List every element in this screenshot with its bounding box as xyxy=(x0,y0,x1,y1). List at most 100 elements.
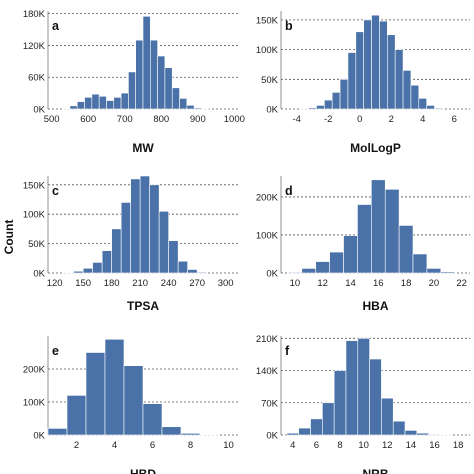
x-tick-label: 12 xyxy=(382,440,393,451)
bar xyxy=(316,105,325,110)
bar xyxy=(398,225,414,274)
y-axis-label: Count xyxy=(2,220,16,255)
panel-a: 0K 60K 120K 180K 500 600 700 800 900 1000 a MW xyxy=(23,9,245,155)
bar xyxy=(357,338,370,436)
bar xyxy=(142,403,163,436)
y-tick-label: 200K xyxy=(23,365,46,376)
bar xyxy=(98,95,107,110)
bar xyxy=(333,370,347,436)
bar xyxy=(91,93,100,110)
bar xyxy=(440,271,456,274)
x-tick-label: 10 xyxy=(223,440,234,451)
panel-e: 0K 100K 200K 2 4 6 8 10 e HBD xyxy=(23,336,238,474)
bar xyxy=(120,92,129,110)
bar xyxy=(168,240,179,274)
bar xyxy=(412,253,428,274)
y-tick-label: 150K xyxy=(23,180,46,191)
y-tick-label: 140K xyxy=(256,366,279,377)
x-tick-label: 600 xyxy=(80,114,96,125)
bar xyxy=(329,251,344,274)
bar xyxy=(196,271,207,274)
y-tick-label: 100K xyxy=(23,398,46,409)
bar xyxy=(76,101,85,110)
y-tick-label: 50K xyxy=(261,75,279,86)
bar xyxy=(120,202,131,274)
x-tick-label: -2 xyxy=(324,114,332,125)
x-tick-label: 8 xyxy=(337,440,342,451)
x-tick-label: 6 xyxy=(452,114,457,125)
x-tick-label: 2 xyxy=(74,440,79,451)
bar xyxy=(177,260,188,274)
y-tick-label: 180K xyxy=(23,9,46,20)
bar xyxy=(416,432,429,436)
bar xyxy=(322,402,335,436)
bar xyxy=(343,235,358,274)
x-tick-label: 150 xyxy=(75,278,91,289)
x-tick-label: -4 xyxy=(293,114,301,125)
x-tick-label: 180 xyxy=(104,278,120,289)
x-axis-label: MW xyxy=(132,141,154,155)
x-axis-label: MolLogP xyxy=(350,141,401,155)
y-tick-label: 0K xyxy=(266,269,278,280)
x-tick-label: 18 xyxy=(453,440,464,451)
y-tick-label: 100K xyxy=(256,45,279,56)
bar xyxy=(324,99,333,110)
x-axis-label: HBD xyxy=(130,467,156,474)
bar xyxy=(157,55,166,110)
y-tick-label: 60K xyxy=(28,73,46,84)
bar xyxy=(331,92,341,110)
x-axis-label: NRB xyxy=(363,467,389,474)
panel-label: c xyxy=(52,184,59,198)
y-tick-label: 0K xyxy=(33,105,45,116)
bar xyxy=(161,426,182,436)
bar xyxy=(104,338,125,436)
panel-f: 0K 70K 140K 210K 4 6 8 10 12 14 16 18 f NRB xyxy=(256,334,470,474)
x-tick-label: 6 xyxy=(150,440,155,451)
bar xyxy=(158,210,169,274)
x-tick-label: 700 xyxy=(117,114,133,125)
x-tick-label: 14 xyxy=(345,278,356,289)
bar xyxy=(371,14,380,110)
x-tick-label: 4 xyxy=(290,440,295,451)
bar xyxy=(308,107,317,110)
x-tick-label: 240 xyxy=(161,278,177,289)
bar xyxy=(392,420,406,436)
bar xyxy=(402,70,412,110)
x-tick-label: 12 xyxy=(317,278,328,289)
bar xyxy=(179,98,188,110)
bar xyxy=(113,97,122,110)
x-tick-label: 4 xyxy=(420,114,425,125)
bar xyxy=(387,34,396,110)
bar xyxy=(171,87,180,110)
x-tick-label: 18 xyxy=(401,278,412,289)
bar xyxy=(47,428,68,436)
bar xyxy=(410,84,420,110)
panel-d: 0K 100K 200K 10 12 14 16 18 20 22 d HBA xyxy=(256,176,470,313)
x-axis-label: HBA xyxy=(363,299,389,313)
bar xyxy=(298,427,311,436)
bar xyxy=(310,418,323,436)
y-tick-label: 0K xyxy=(266,105,278,116)
bar xyxy=(63,272,74,274)
bar xyxy=(85,352,106,436)
bar xyxy=(428,434,441,436)
x-tick-label: 10 xyxy=(358,440,369,451)
x-tick-label: 4 xyxy=(112,440,117,451)
x-tick-label: 900 xyxy=(190,114,206,125)
bar xyxy=(347,52,357,110)
bar xyxy=(371,179,386,274)
y-tick-label: 120K xyxy=(23,41,46,52)
x-tick-label: 120 xyxy=(47,278,63,289)
x-axis-label: TPSA xyxy=(127,299,159,313)
y-tick-label: 0K xyxy=(33,269,45,280)
bar xyxy=(128,71,136,110)
bar xyxy=(301,268,317,274)
x-tick-label: 14 xyxy=(406,440,417,451)
bar xyxy=(101,250,112,274)
y-tick-label: 200K xyxy=(256,192,279,203)
x-tick-label: 0 xyxy=(357,114,362,125)
bar xyxy=(286,432,300,436)
x-tick-label: 2 xyxy=(389,114,394,125)
x-tick-label: 22 xyxy=(456,278,467,289)
